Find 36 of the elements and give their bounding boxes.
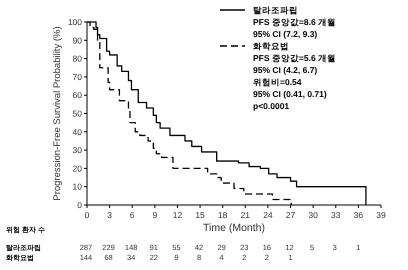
annotation: 95% CI (4.2, 6.7) [253,65,318,75]
y-tick-label: 50 [72,108,82,118]
y-tick-label: 10 [72,182,82,192]
y-tick-label: 70 [72,72,82,82]
y-tick-label: 100 [68,17,82,27]
y-axis-title: Progression-Free Survival Probability (%) [52,26,63,201]
x-tick-label: 15 [195,210,206,220]
x-tick-label: 6 [130,210,135,220]
x-tick-label: 27 [286,210,296,220]
x-tick-label: 0 [84,210,90,220]
annotation: PFS 중앙값=8.6 개월 [253,17,336,27]
y-tick-label: 90 [72,35,82,46]
y-tick-label: 0 [77,200,82,210]
y-tick-label: 30 [72,145,82,156]
annotation: p<0.0001 [253,101,290,111]
legend-label: 탈라조파립 [253,5,298,15]
annotation: 95% CI (7.2, 9.3) [253,29,318,39]
legend-label: 화학요법 [253,41,289,51]
x-tick-label: 33 [331,210,341,220]
x-tick-label: 30 [308,210,318,220]
y-tick-label: 20 [72,163,82,174]
x-tick-label: 9 [152,210,158,220]
annotation: 위험비=0.54 [253,77,302,87]
x-tick-label: 39 [376,210,386,220]
x-tick-label: 12 [172,210,182,220]
y-tick-label: 60 [72,90,82,100]
x-tick-label: 36 [354,210,364,220]
annotation: PFS 중앙값=5.6 개월 [253,53,336,63]
annotation: 95% CI (0.41, 0.71) [253,89,327,99]
y-tick-label: 80 [72,54,82,64]
y-tick-label: 40 [72,126,82,137]
x-tick-label: 24 [263,210,273,220]
x-tick-label: 3 [107,210,112,220]
x-axis-title: Time (Month) [202,222,266,234]
x-tick-label: 21 [240,210,250,220]
x-tick-label: 18 [218,210,228,220]
